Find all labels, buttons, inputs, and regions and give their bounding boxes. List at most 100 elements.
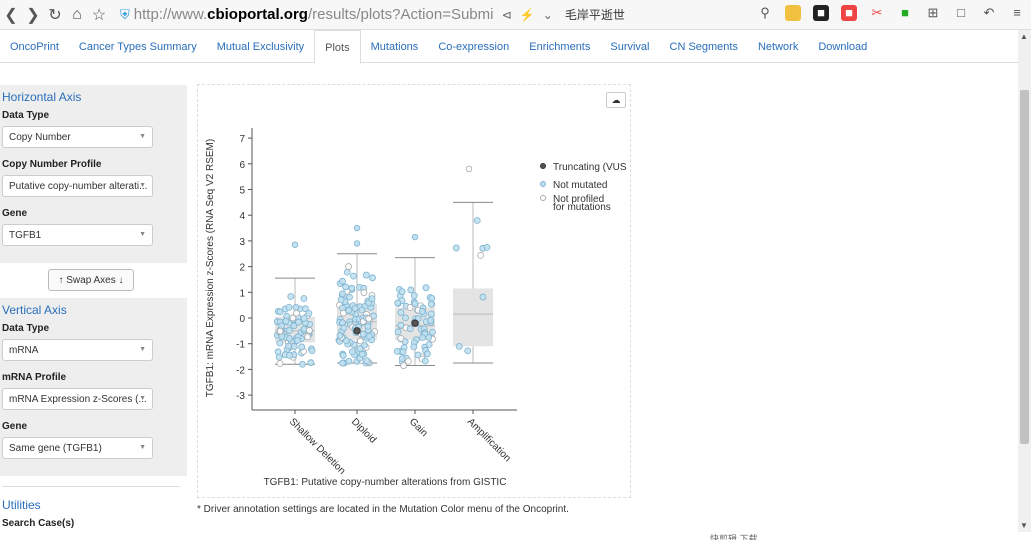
scroll-down-icon[interactable]: ▼: [1020, 521, 1028, 530]
tab-mutual-exclusivity[interactable]: Mutual Exclusivity: [216, 41, 305, 53]
tab-plots[interactable]: Plots: [314, 30, 361, 64]
data-point: [406, 325, 414, 333]
undo-icon[interactable]: ↶: [983, 5, 995, 20]
lightning-icon[interactable]: ⚡: [519, 7, 535, 22]
data-point: [339, 277, 346, 285]
chevron-down-icon[interactable]: ⌄: [542, 7, 553, 22]
y-tick-label: 2: [239, 263, 245, 274]
back-icon[interactable]: ❮: [4, 6, 18, 24]
caret-down-icon: ▼: [139, 182, 146, 189]
menu-icon[interactable]: ≡: [1013, 5, 1021, 20]
data-point: [342, 337, 350, 345]
page-scrollbar[interactable]: ▲ ▼: [1018, 30, 1031, 532]
address-bar[interactable]: ⛨ http://www.cbioportal.org/results/plot…: [120, 6, 494, 23]
tab-survival[interactable]: Survival: [610, 41, 650, 53]
tab-mutations[interactable]: Mutations: [370, 41, 419, 53]
h-data-type-select[interactable]: Copy Number ▼: [2, 126, 153, 148]
data-point: [274, 348, 282, 356]
data-point: [307, 359, 315, 367]
v-profile-label: mRNA Profile: [2, 372, 67, 383]
data-point: [356, 337, 364, 345]
status-bar: 快剪辑 下载: [710, 534, 758, 540]
v-gene-value: Same gene (TGFB1): [9, 443, 102, 454]
h-gene-select[interactable]: TGFB1 ▼: [2, 224, 153, 246]
tab-enrichments[interactable]: Enrichments: [529, 41, 591, 53]
data-point: [364, 322, 372, 330]
data-point: [418, 308, 426, 315]
y-tick-label: -2: [236, 365, 245, 376]
share-icon[interactable]: ⊲: [501, 7, 512, 22]
extension-red-icon[interactable]: ■: [841, 5, 857, 21]
h-data-type-value: Copy Number: [9, 132, 71, 143]
data-point: [473, 217, 481, 224]
caret-down-icon: ▼: [139, 231, 146, 238]
caret-down-icon: ▼: [139, 346, 146, 353]
data-point: [399, 348, 407, 356]
tab-cn-segments[interactable]: CN Segments: [669, 41, 738, 53]
grid-icon[interactable]: ⊞: [927, 5, 939, 20]
data-point: [285, 327, 293, 334]
reload-icon[interactable]: ↻: [48, 6, 62, 24]
data-point: [295, 318, 302, 326]
v-data-type-label: Data Type: [2, 323, 50, 334]
extension-icon[interactable]: [785, 5, 801, 21]
tab-network[interactable]: Network: [757, 41, 799, 53]
data-point: [286, 352, 293, 359]
data-point: [397, 321, 405, 329]
swap-axes-button[interactable]: ↑ Swap Axes ↓: [48, 269, 134, 291]
data-point: [348, 348, 356, 356]
data-point: [479, 293, 487, 301]
tab-oncoprint[interactable]: OncoPrint: [10, 41, 59, 53]
data-point: [340, 324, 348, 332]
data-point: [464, 347, 472, 355]
h-data-type-label: Data Type: [2, 110, 50, 121]
x-tick-label: Gain: [407, 416, 430, 439]
v-profile-select[interactable]: mRNA Expression z-Scores (... ▼: [2, 388, 153, 410]
extension-dark-icon[interactable]: ■: [813, 5, 829, 21]
data-point: [400, 362, 407, 369]
forward-icon[interactable]: ❯: [26, 6, 40, 24]
truncating-point: [353, 327, 361, 335]
y-tick-label: -3: [236, 391, 245, 402]
legend-label: Not mutated: [553, 180, 607, 191]
v-data-type-select[interactable]: mRNA ▼: [2, 339, 153, 361]
tab-cancer-types-summary[interactable]: Cancer Types Summary: [78, 41, 197, 53]
y-axis-title: TGFB1: mRNA Expression z-Scores (RNA Seq…: [205, 139, 216, 397]
tab-download[interactable]: Download: [818, 41, 868, 53]
url-text[interactable]: http://www.cbioportal.org/results/plots?…: [133, 6, 494, 23]
caret-down-icon: ▼: [139, 133, 146, 140]
h-profile-select[interactable]: Putative copy-number alterati... ▼: [2, 175, 153, 197]
data-point: [427, 300, 435, 308]
v-gene-select[interactable]: Same gene (TGFB1) ▼: [2, 437, 153, 459]
plot-container: [197, 84, 631, 498]
h-profile-value: Putative copy-number alterati...: [9, 181, 148, 192]
data-point: [362, 271, 370, 279]
data-point: [343, 268, 351, 276]
y-tick-label: 3: [239, 237, 245, 248]
x-tick-label: Diploid: [349, 416, 378, 445]
data-point: [414, 351, 422, 359]
bookmark-star-icon[interactable]: ☆: [91, 6, 107, 24]
legend-marker: [540, 163, 546, 169]
data-point: [300, 295, 308, 302]
data-point: [397, 309, 405, 316]
data-point: [299, 360, 306, 368]
scroll-thumb[interactable]: [1020, 90, 1029, 444]
x-tick-label: Amplification: [465, 416, 513, 464]
data-point: [398, 355, 406, 363]
data-point: [300, 315, 308, 322]
legend-marker: [540, 195, 546, 201]
scissors-icon[interactable]: ✂: [871, 5, 883, 20]
tab-co-expression[interactable]: Co-expression: [438, 41, 510, 53]
search-hint-text[interactable]: 毛岸平逝世: [564, 8, 625, 22]
puzzle-icon[interactable]: ■: [901, 5, 909, 20]
data-point: [285, 303, 293, 311]
download-cloud-icon[interactable]: ☁: [606, 92, 626, 108]
legend-marker: [540, 181, 546, 187]
window-icon[interactable]: □: [957, 5, 965, 20]
home-icon[interactable]: ⌂: [72, 5, 82, 23]
scroll-up-icon[interactable]: ▲: [1020, 32, 1028, 41]
x-axis-title: TGFB1: Putative copy-number alterations …: [264, 477, 507, 488]
search-icon[interactable]: ⚲: [760, 5, 770, 20]
